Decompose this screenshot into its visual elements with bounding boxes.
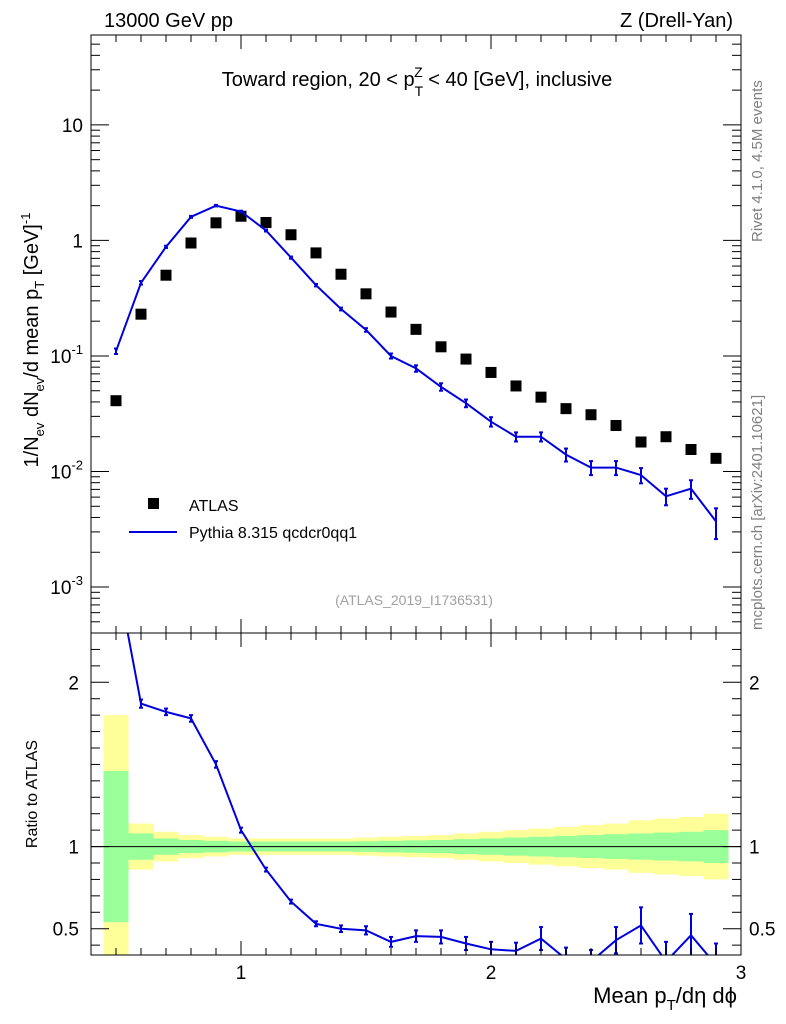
main-y-tick-label: 1: [72, 231, 83, 252]
atlas-data-point: [435, 341, 447, 353]
rivet-label: Rivet 4.1.0, 4.5M events: [749, 80, 766, 242]
legend-label-atlas: ATLAS: [189, 498, 239, 515]
ylabel-part-c-sub: T: [32, 281, 47, 289]
ratio-panel: 0.5 0.5 1 1 2 2 1 2 3 Ratio to ATLAS Mean pT/dη …: [24, 632, 775, 1014]
ratio-axis-ticks: 0.5 0.5 1 1 2 2 1 2 3: [53, 633, 775, 984]
atlas-data-point: [385, 306, 397, 318]
ylabel-part-b-sub: ev: [32, 377, 47, 391]
legend-label-pythia: Pythia 8.315 qcdcr0qq1: [189, 525, 357, 542]
atlas-data-point: [660, 431, 672, 443]
main-y-tick-label: 10-1: [50, 342, 83, 368]
main-axis-ticks: 10-3 10-2 10-1 1 10: [50, 34, 742, 634]
atlas-data-point: [160, 269, 172, 281]
ratio-data-layer: [126, 633, 718, 955]
atlas-data-point: [710, 452, 722, 464]
atlas-data-point: [285, 229, 297, 241]
atlas-data-point: [235, 210, 247, 222]
analysis-watermark: (ATLAS_2019_I1736531): [335, 592, 493, 608]
atlas-data-point: [560, 403, 572, 415]
atlas-data-point: [410, 323, 422, 335]
ratio-y-tick-label-right: 2: [749, 673, 760, 694]
ratio-y-tick-label-right: 1: [749, 838, 760, 859]
ylabel-part-a: 1/N: [21, 436, 43, 467]
plot-title-sup: Z: [414, 64, 423, 80]
ylabel-part-d: [GeV]: [21, 224, 43, 281]
legend: ATLAS Pythia 8.315 qcdcr0qq1: [129, 498, 357, 542]
ratio-x-tick-label: 1: [236, 963, 247, 984]
atlas-data-point: [485, 366, 497, 378]
atlas-data-point: [135, 308, 147, 320]
ylabel-part-a-sub: ev: [32, 422, 47, 436]
ratio-y-tick-label-left: 0.5: [53, 920, 79, 941]
xlabel-part-a-sub: T: [667, 997, 676, 1014]
atlas-data-point: [635, 436, 647, 448]
atlas-data-point: [110, 395, 122, 407]
header-left: 13000 GeV pp: [104, 10, 233, 32]
main-panel: 10-3 10-2 10-1 1 10 Toward region, 20 < pTZ …: [18, 34, 742, 634]
main-y-axis-label: 1/Nev dNev/d mean pT [GeV]-1: [18, 213, 47, 468]
atlas-data-point: [460, 353, 472, 365]
ylabel-part-b: dN: [21, 391, 43, 422]
xlabel-part-a: Mean p: [593, 983, 666, 1008]
ratio-x-tick-label: 2: [486, 963, 497, 984]
atlas-data-point: [310, 247, 322, 259]
xlabel-part-b: /dη dϕ: [676, 983, 737, 1008]
atlas-data-point: [510, 380, 522, 392]
ratio-uncertainty-bands: [103, 715, 729, 955]
atlas-data-point: [535, 391, 547, 403]
atlas-data-point: [685, 444, 697, 456]
mcplots-label: mcplots.cern.ch [arXiv:2401.10621]: [749, 395, 766, 630]
ratio-y-tick-label-left: 1: [68, 838, 79, 859]
ratio-y-tick-label-left: 2: [68, 673, 79, 694]
main-y-tick-label: 10-2: [50, 457, 83, 483]
ylabel-part-c: /d mean p: [21, 289, 43, 378]
ratio-x-axis-label: Mean pT/dη dϕ: [593, 983, 737, 1014]
atlas-data-point: [335, 268, 347, 280]
atlas-data-point: [360, 288, 372, 300]
plot-title: Toward region, 20 < pTZ < 40 [GeV], incl…: [222, 64, 613, 99]
plot-title-sub: T: [415, 83, 424, 99]
pythia-line: [115, 204, 717, 523]
legend-marker-atlas: [148, 498, 159, 509]
main-y-tick-label: 10: [62, 116, 83, 137]
atlas-data-point: [210, 217, 222, 229]
atlas-data-point: [610, 420, 622, 432]
ratio-x-tick-label: 3: [736, 963, 747, 984]
plot-title-after: < 40 [GeV], inclusive: [423, 69, 613, 91]
header-right: Z (Drell-Yan): [620, 10, 733, 32]
ratio-y-tick-label-right: 0.5: [749, 920, 775, 941]
atlas-data-point: [185, 237, 197, 249]
ylabel-part-d-sup: -1: [18, 213, 33, 225]
atlas-data-point: [260, 216, 272, 228]
ratio-y-axis-label: Ratio to ATLAS: [24, 740, 41, 848]
ratio-plot-frame: [90, 632, 742, 956]
plot-title-before: Toward region, 20 < p: [222, 69, 415, 91]
main-y-tick-label: 10-3: [50, 573, 83, 599]
atlas-data-point: [585, 409, 597, 421]
main-data-layer: [110, 203, 722, 541]
